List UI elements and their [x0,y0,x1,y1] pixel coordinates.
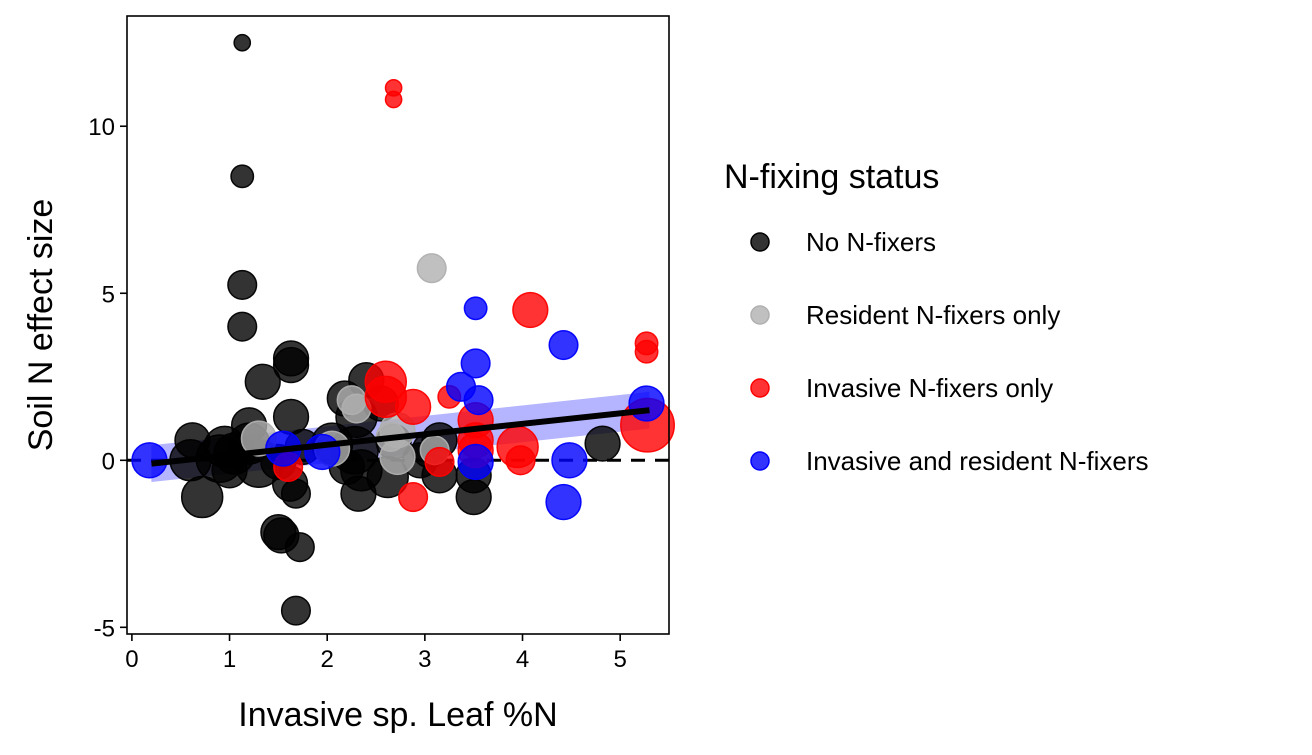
legend-key [750,378,770,398]
data-point [272,346,310,384]
fit-line [151,407,650,467]
legend-entry-0: No N-fixers [750,227,936,257]
legend-label: Invasive N-fixers only [806,373,1053,403]
legend-entry-2: Invasive N-fixers only [750,373,1053,403]
data-point [230,164,255,189]
data-point [634,339,659,364]
data-point [457,443,494,481]
data-point [548,329,579,361]
data-point [384,90,403,109]
legend-label: No N-fixers [806,227,936,257]
data-point [460,348,491,379]
y-axis: -5 0 5 10 [88,114,127,642]
x-tick-label: 3 [418,646,431,673]
data-point [227,269,258,300]
data-point [280,478,311,509]
y-tick-label: 5 [102,281,115,308]
legend-label: Invasive and resident N-fixers [806,446,1148,476]
data-point [416,253,447,284]
plot-area [126,15,675,635]
x-axis: 0 1 2 3 4 5 [125,634,627,673]
y-tick-label: 10 [88,114,115,141]
data-point [280,595,311,626]
x-tick-label: 2 [321,646,334,673]
legend-title: N-fixing status [724,158,939,196]
x-tick-label: 0 [125,646,138,673]
data-point [584,425,621,462]
legend-key [750,305,770,325]
legend: N-fixing status No N-fixers Resident N-fi… [724,158,1148,476]
data-point [424,446,455,478]
data-point [284,532,315,563]
data-point [304,433,341,471]
y-tick-label: 0 [102,448,115,475]
data-point [180,475,224,519]
x-tick-label: 4 [516,646,529,673]
data-point [394,388,432,425]
data-point [551,442,588,479]
legend-label: Resident N-fixers only [806,300,1060,330]
x-axis-title: Invasive sp. Leaf %N [238,696,557,734]
data-point [244,363,281,400]
legend-key [750,451,770,471]
data-point [398,481,429,513]
plot-frame [126,15,670,635]
data-point [233,33,252,52]
series-3-points [131,296,665,521]
data-point [463,385,494,416]
data-point [227,311,258,342]
data-point [463,296,488,321]
data-point [512,291,549,329]
legend-entries: No N-fixers Resident N-fixers only Invasiv… [750,227,1148,476]
series-2-points [273,78,675,513]
data-point [628,385,665,422]
data-point [505,445,536,476]
legend-entry-3: Invasive and resident N-fixers [750,446,1148,476]
y-tick-label: -5 [94,615,115,642]
y-axis-title: Soil N effect size [22,199,60,452]
fit-line-layer [151,407,650,467]
legend-key [750,232,770,252]
x-tick-label: 5 [613,646,626,673]
data-point [545,483,582,521]
plot-background [127,16,669,634]
x-tick-label: 1 [223,646,236,673]
legend-entry-1: Resident N-fixers only [750,300,1060,330]
data-point [379,438,416,476]
